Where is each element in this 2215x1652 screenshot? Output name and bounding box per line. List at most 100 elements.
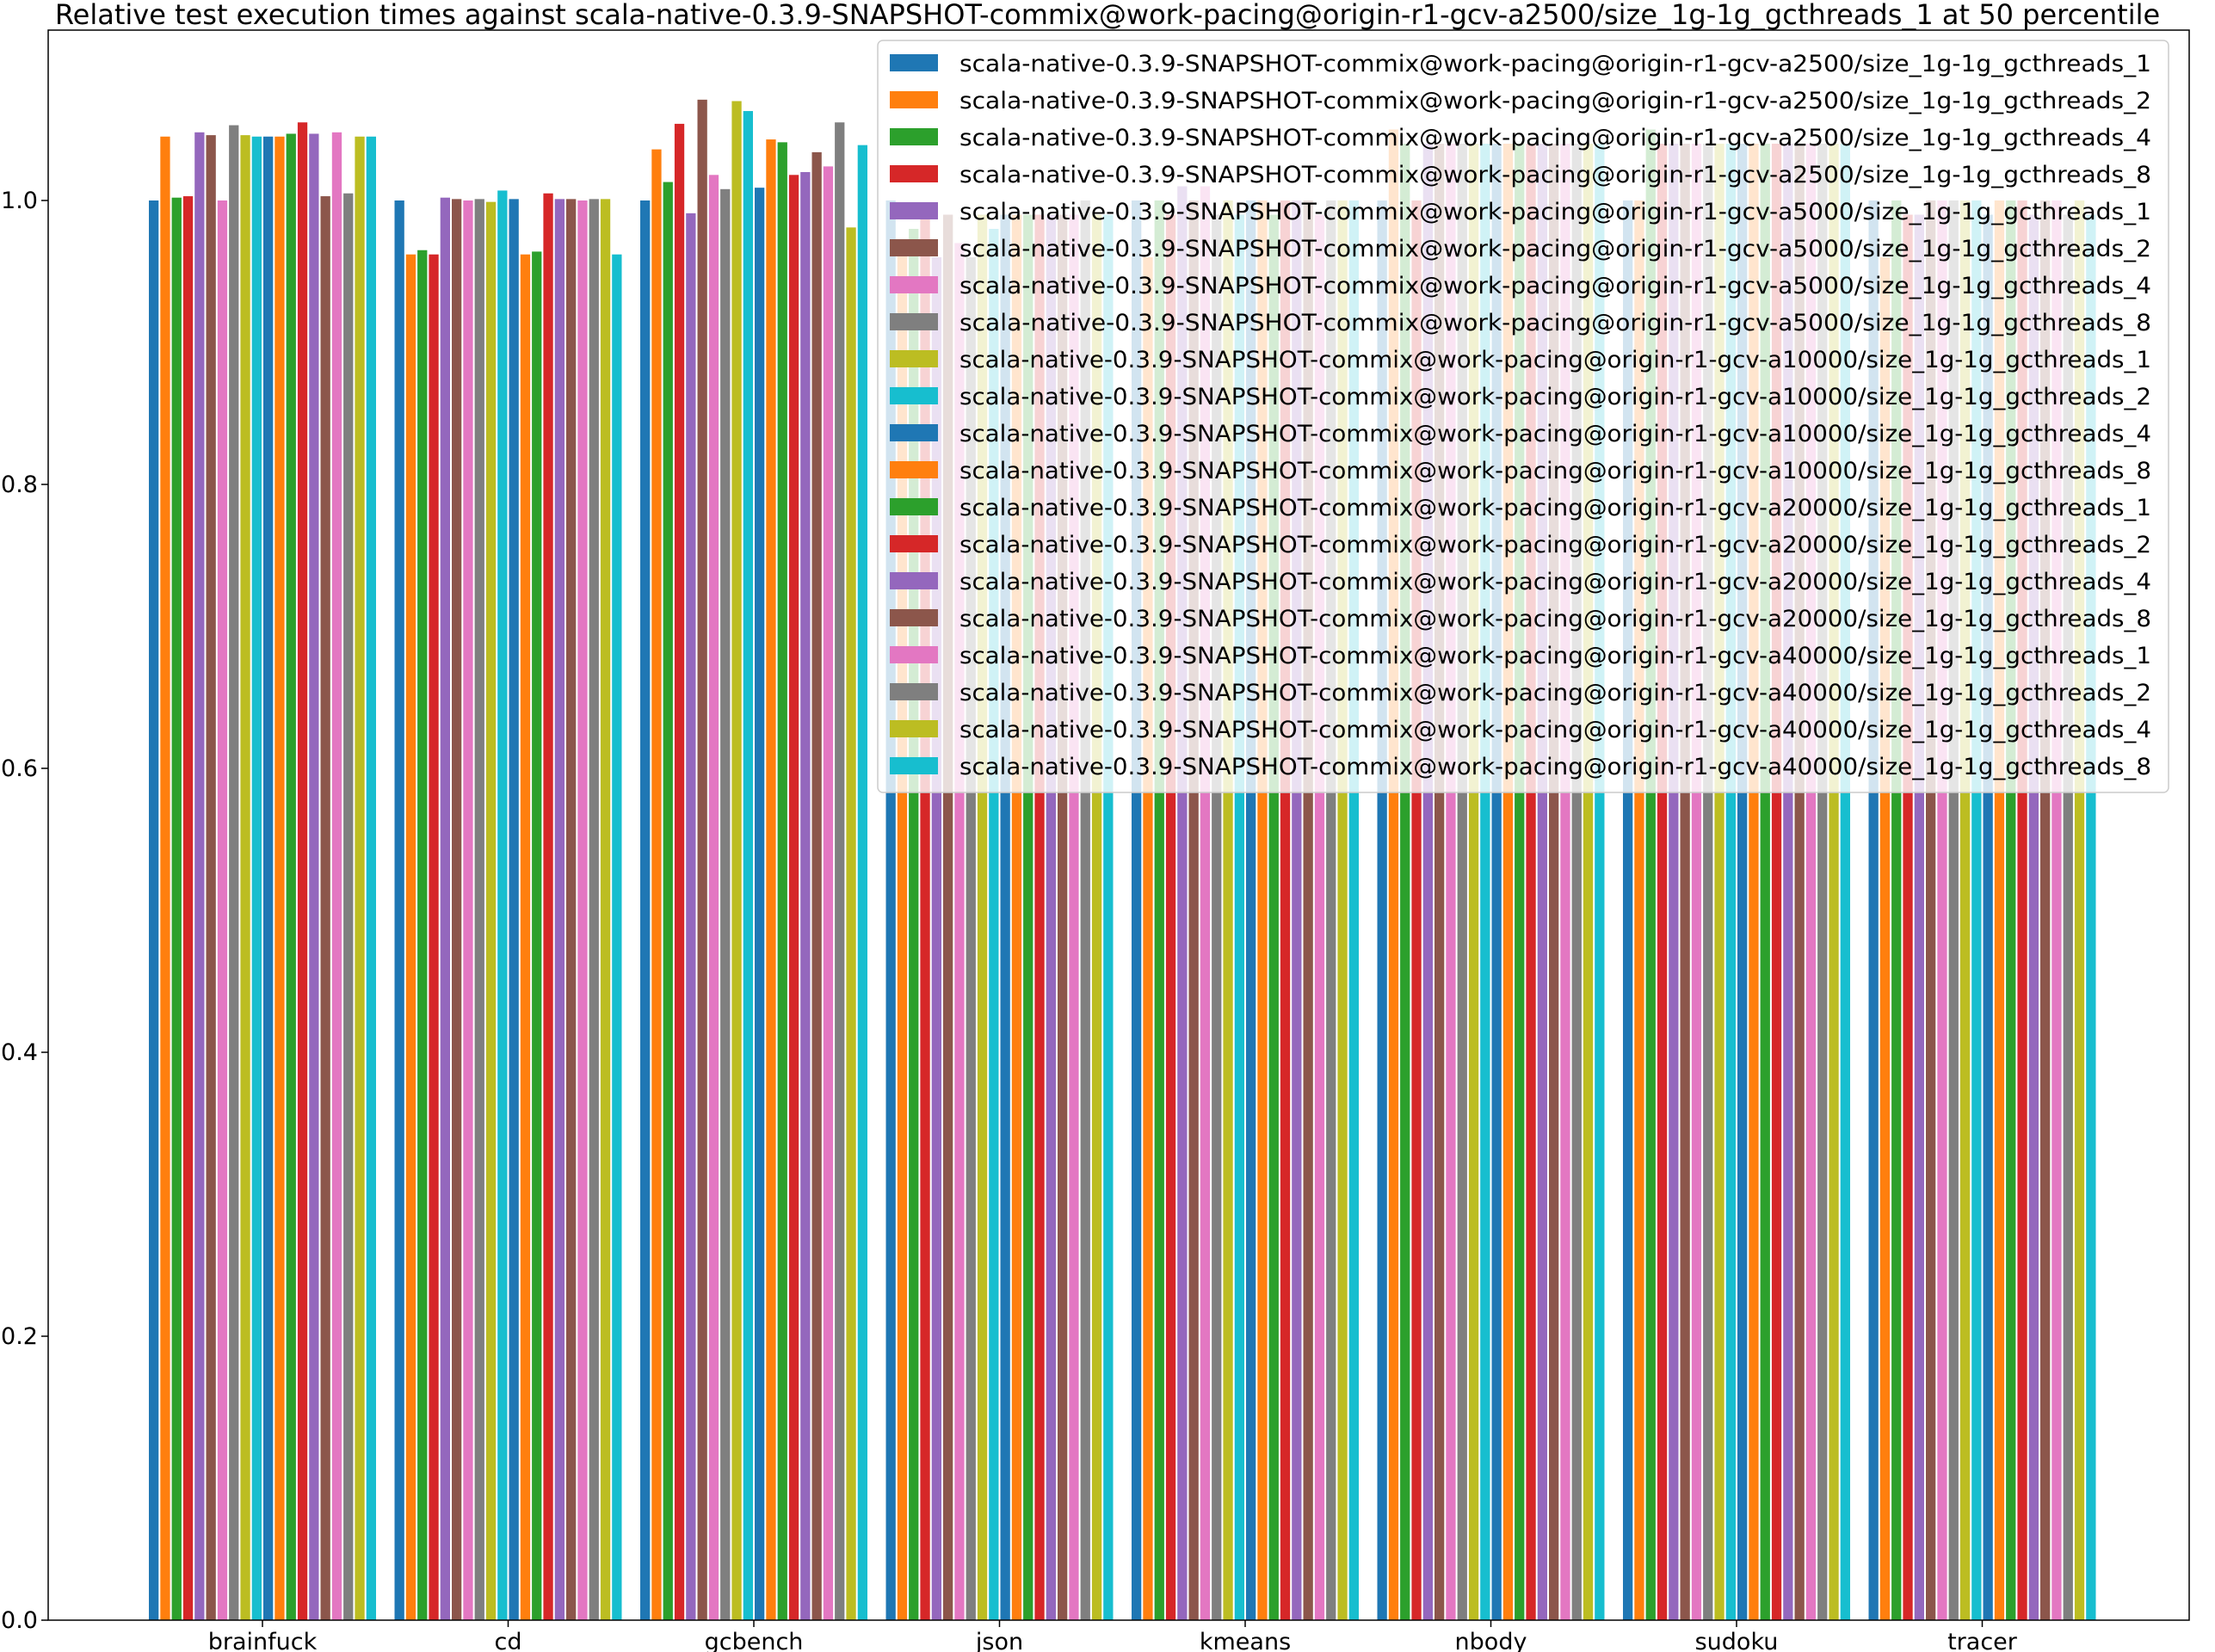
bar-json-series-18	[1080, 200, 1090, 1620]
y-tick-label: 0.6	[1, 755, 38, 782]
chart-title: Relative test execution times against sc…	[55, 0, 2160, 31]
bar-json-series-16	[1058, 214, 1068, 1620]
legend-label-8: scala-native-0.3.9-SNAPSHOT-commix@work-…	[959, 310, 2151, 336]
bar-tracer-series-18	[2063, 214, 2073, 1620]
bar-sudoku-series-15	[1783, 144, 1793, 1620]
bar-tracer-series-14	[2017, 200, 2027, 1620]
bar-kmeans-series-7	[1200, 186, 1211, 1620]
bar-kmeans-series-17	[1314, 214, 1325, 1620]
bar-cd-series-19	[600, 199, 611, 1621]
bar-brainfuck-series-15	[309, 133, 319, 1621]
bar-nbody-series-4	[1411, 200, 1422, 1620]
bar-nbody-series-2	[1388, 129, 1399, 1620]
bar-cd-series-10	[497, 190, 508, 1621]
bar-kmeans-series-14	[1280, 200, 1291, 1620]
bar-json-series-14	[1034, 214, 1045, 1620]
legend-swatch-11	[890, 424, 938, 441]
bar-cd-series-18	[589, 199, 599, 1621]
legend-label-14: scala-native-0.3.9-SNAPSHOT-commix@work-…	[959, 532, 2151, 558]
bar-cd-series-13	[532, 251, 542, 1620]
legend-swatch-13	[890, 498, 938, 515]
x-tick-label-gcbench: gcbench	[705, 1629, 804, 1652]
legend: scala-native-0.3.9-SNAPSHOT-commix@work-…	[877, 40, 2169, 793]
bar-sudoku-series-20	[1840, 144, 1850, 1620]
bar-kmeans-series-4	[1165, 214, 1176, 1620]
bar-gcbench-series-6	[697, 99, 707, 1621]
y-tick-label: 0.0	[1, 1607, 38, 1634]
bar-cd-series-6	[452, 199, 462, 1621]
bar-brainfuck-series-7	[217, 200, 228, 1620]
y-tick-label: 0.8	[1, 472, 38, 498]
bar-nbody-series-9	[1468, 144, 1479, 1620]
bar-brainfuck-series-10	[251, 136, 262, 1620]
legend-swatch-5	[890, 202, 938, 219]
x-tick-label-json: json	[975, 1629, 1023, 1652]
bar-cd-series-12	[520, 254, 531, 1621]
bar-json-series-10	[989, 229, 999, 1620]
bar-brainfuck-series-3	[171, 197, 182, 1621]
bar-brainfuck-series-8	[229, 125, 239, 1620]
bar-gcbench-series-2	[651, 149, 662, 1621]
bar-json-series-1	[885, 200, 896, 1620]
bar-cd-series-11	[509, 199, 519, 1621]
bar-tracer-series-4	[1903, 214, 1913, 1620]
legend-swatch-9	[890, 350, 938, 367]
bar-sudoku-series-7	[1691, 144, 1702, 1620]
bar-sudoku-series-17	[1805, 144, 1817, 1620]
bar-json-series-2	[897, 243, 908, 1620]
legend-box	[877, 40, 2169, 793]
bar-gcbench-series-19	[846, 227, 856, 1621]
bar-sudoku-series-14	[1771, 144, 1782, 1620]
bar-kmeans-series-11	[1246, 200, 1256, 1620]
bar-tracer-series-1	[1868, 200, 1879, 1620]
bar-nbody-series-10	[1480, 144, 1490, 1620]
legend-label-1: scala-native-0.3.9-SNAPSHOT-commix@work-…	[959, 51, 2151, 77]
bar-sudoku-series-1	[1623, 200, 1633, 1620]
bar-sudoku-series-5	[1669, 144, 1679, 1620]
bar-gcbench-series-3	[663, 182, 673, 1620]
bar-brainfuck-series-18	[343, 193, 354, 1620]
bar-kmeans-series-3	[1154, 200, 1164, 1620]
x-tick-label-brainfuck: brainfuck	[208, 1629, 318, 1652]
bar-kmeans-series-6	[1188, 200, 1199, 1620]
bar-brainfuck-series-16	[320, 196, 330, 1620]
legend-label-20: scala-native-0.3.9-SNAPSHOT-commix@work-…	[959, 754, 2151, 780]
bar-gcbench-series-5	[686, 213, 696, 1621]
bar-kmeans-series-5	[1177, 186, 1188, 1620]
legend-swatch-2	[890, 91, 938, 108]
bar-tracer-series-5	[1914, 214, 1924, 1620]
bar-sudoku-series-19	[1829, 144, 1839, 1620]
bar-cd-series-7	[463, 200, 473, 1620]
bar-brainfuck-series-19	[355, 136, 365, 1620]
bar-sudoku-series-13	[1760, 144, 1770, 1620]
bar-nbody-series-16	[1549, 144, 1559, 1620]
bar-nbody-series-18	[1571, 144, 1582, 1620]
legend-label-5: scala-native-0.3.9-SNAPSHOT-commix@work-…	[959, 199, 2151, 225]
bar-nbody-series-20	[1595, 144, 1605, 1620]
x-tick-label-tracer: tracer	[1947, 1629, 2018, 1652]
bar-gcbench-series-18	[835, 122, 845, 1620]
bar-json-series-4	[920, 214, 930, 1620]
bar-sudoku-series-12	[1749, 144, 1759, 1620]
legend-swatch-6	[890, 239, 938, 256]
bar-cd-series-17	[577, 200, 588, 1620]
bar-kmeans-series-10	[1234, 214, 1244, 1620]
bar-sudoku-series-11	[1737, 144, 1748, 1620]
bar-brainfuck-series-13	[286, 133, 296, 1621]
bar-tracer-series-11	[1983, 214, 1993, 1620]
legend-label-13: scala-native-0.3.9-SNAPSHOT-commix@work-…	[959, 495, 2151, 521]
x-axis: brainfuck cd gcbench json kmeans nbody sudoku t…	[208, 1620, 2018, 1652]
bar-gcbench-series-11	[755, 188, 765, 1620]
bar-json-series-17	[1069, 214, 1079, 1620]
bar-cd-series-2	[405, 254, 416, 1621]
bar-gcbench-series-17	[823, 166, 834, 1620]
bar-brainfuck-series-2	[160, 136, 170, 1620]
legend-swatch-10	[890, 387, 938, 404]
bar-tracer-series-12	[1994, 200, 2005, 1620]
bar-kmeans-series-15	[1292, 200, 1302, 1620]
bar-sudoku-series-16	[1794, 144, 1805, 1620]
legend-swatch-16	[890, 609, 938, 626]
y-axis: 0.0 0.2 0.4 0.6 0.8 1.0	[1, 188, 48, 1634]
bar-kmeans-series-2	[1143, 257, 1153, 1620]
bar-tracer-series-10	[1971, 200, 1982, 1620]
